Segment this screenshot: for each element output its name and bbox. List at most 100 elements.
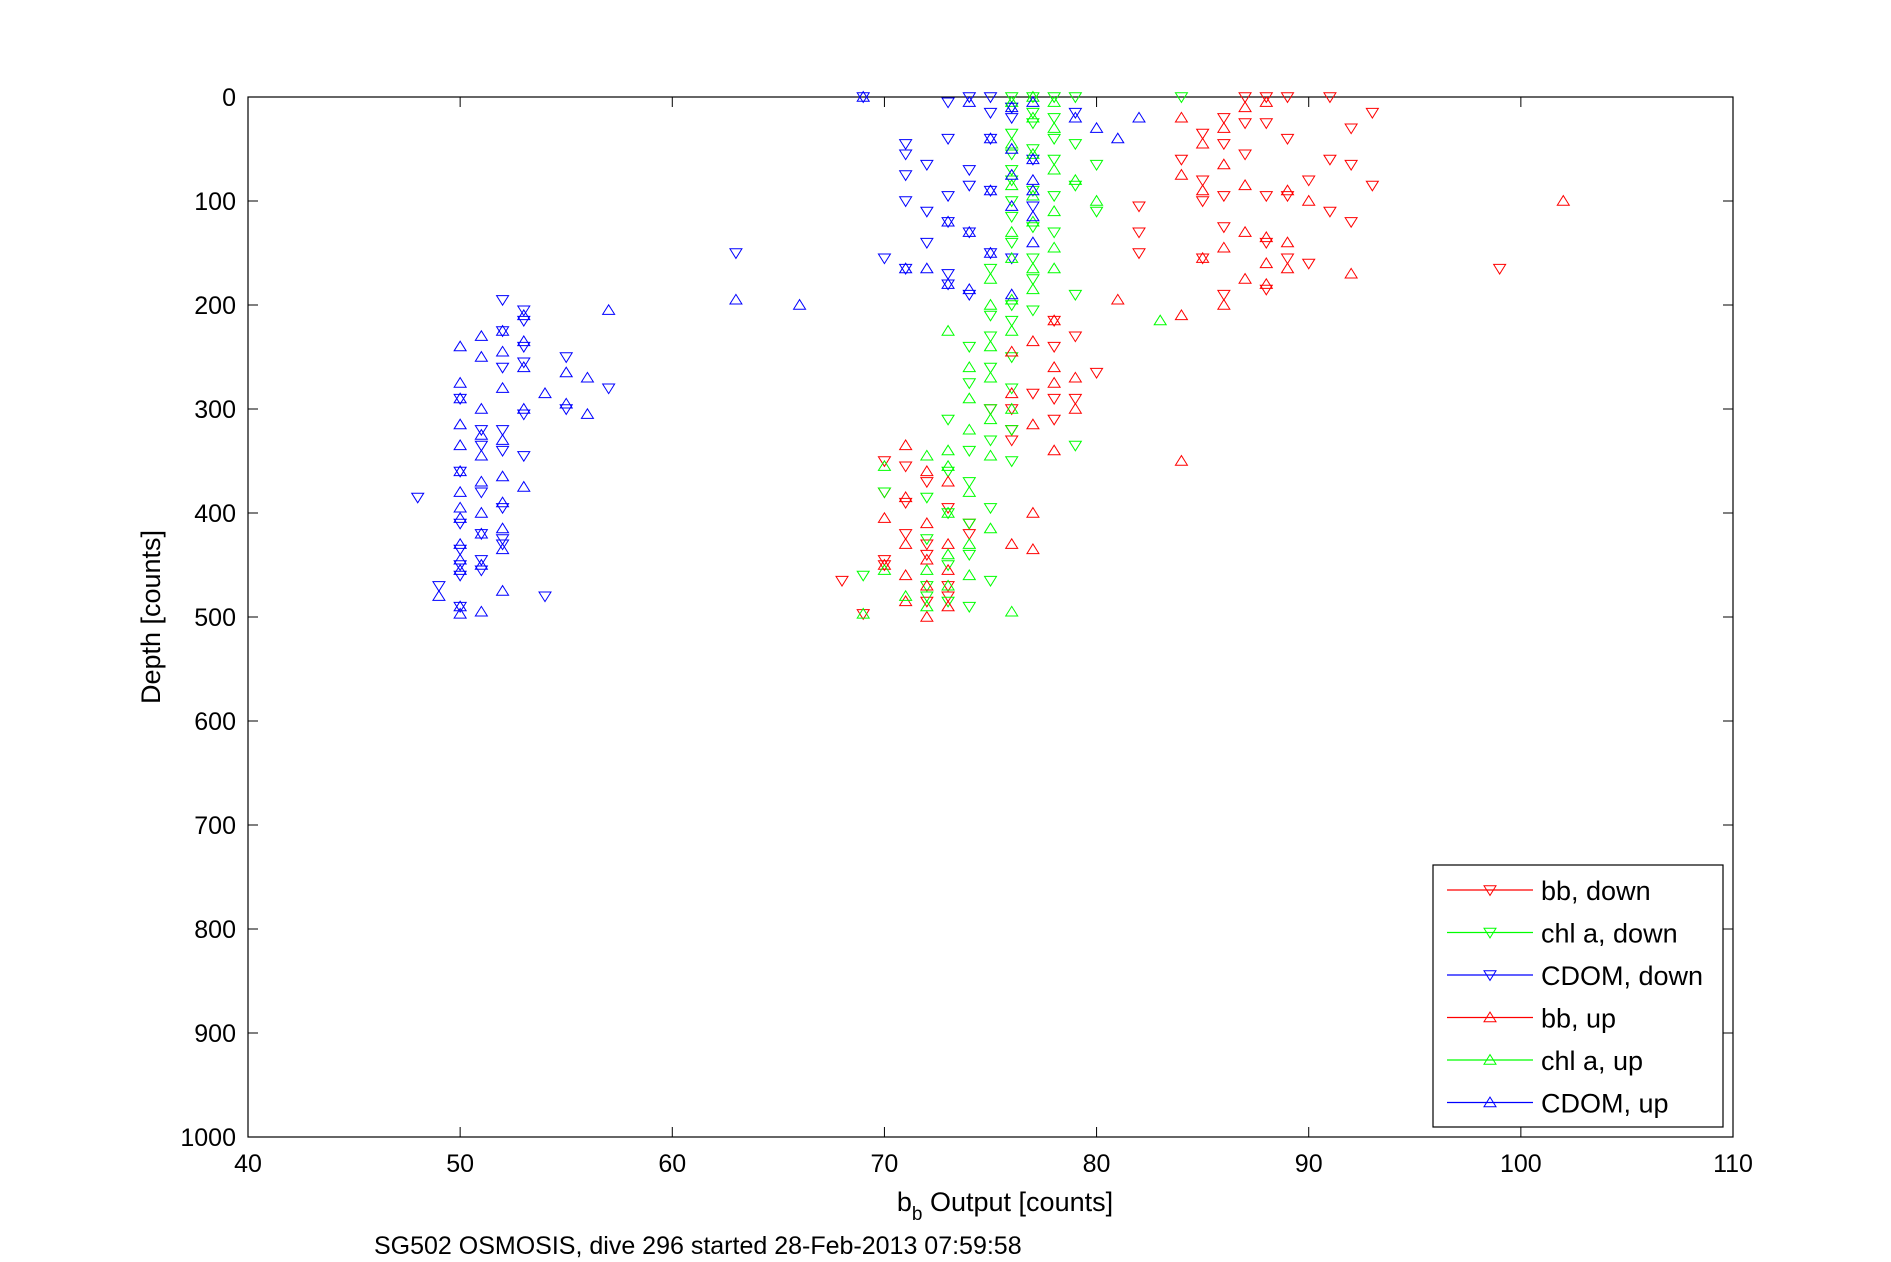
x-axis-label-main: b bbox=[897, 1187, 912, 1217]
data-point bbox=[1153, 314, 1168, 326]
data-point bbox=[877, 456, 892, 468]
data-point bbox=[1026, 253, 1040, 265]
data-point bbox=[1004, 113, 1019, 125]
x-tick-label: 40 bbox=[234, 1150, 262, 1178]
data-point bbox=[1280, 253, 1295, 265]
data-point bbox=[1047, 361, 1062, 373]
data-point bbox=[962, 569, 977, 581]
data-point bbox=[1047, 205, 1062, 217]
data-point bbox=[474, 527, 489, 539]
data-point bbox=[919, 237, 934, 249]
data-point bbox=[962, 485, 977, 497]
data-point bbox=[877, 511, 892, 523]
x-tick-label: 110 bbox=[1713, 1150, 1753, 1178]
y-tick-label: 500 bbox=[194, 604, 236, 632]
data-point bbox=[1238, 225, 1252, 237]
data-point bbox=[1344, 217, 1359, 229]
data-point bbox=[1026, 111, 1040, 123]
data-point bbox=[1004, 345, 1019, 357]
data-point bbox=[962, 289, 977, 301]
data-point bbox=[1110, 132, 1125, 144]
data-point bbox=[1195, 196, 1210, 208]
data-point bbox=[1047, 92, 1062, 104]
data-point bbox=[1004, 137, 1019, 149]
data-point bbox=[559, 352, 574, 364]
legend-marker bbox=[1483, 1011, 1497, 1023]
data-point bbox=[1004, 324, 1019, 336]
data-point bbox=[1026, 144, 1040, 156]
data-point bbox=[1174, 309, 1189, 321]
data-point bbox=[1280, 236, 1295, 248]
data-point bbox=[877, 560, 892, 572]
data-point bbox=[1004, 128, 1019, 140]
data-point bbox=[1047, 154, 1062, 166]
data-point bbox=[1004, 211, 1019, 223]
data-point bbox=[1004, 300, 1019, 312]
data-point bbox=[1344, 123, 1359, 135]
data-point bbox=[1195, 253, 1210, 265]
data-point bbox=[983, 298, 998, 310]
data-point bbox=[516, 402, 531, 414]
data-point bbox=[1259, 231, 1274, 243]
x-tick-label: 90 bbox=[1295, 1150, 1323, 1178]
data-point bbox=[601, 383, 616, 395]
data-point bbox=[898, 439, 913, 451]
data-point bbox=[919, 517, 934, 529]
data-point bbox=[856, 92, 871, 104]
data-point bbox=[1026, 201, 1040, 213]
data-point bbox=[495, 381, 510, 393]
legend-label: bb, down bbox=[1541, 876, 1651, 906]
data-point bbox=[453, 537, 468, 549]
data-point bbox=[1026, 283, 1040, 295]
data-point bbox=[941, 459, 955, 471]
data-point bbox=[453, 601, 468, 613]
data-point bbox=[1068, 92, 1083, 104]
data-point bbox=[898, 497, 913, 509]
data-point bbox=[983, 185, 998, 197]
x-axis-label: bb Output [counts] bbox=[897, 1187, 1113, 1225]
data-point bbox=[453, 439, 468, 451]
data-point bbox=[1068, 107, 1083, 119]
data-point bbox=[1026, 107, 1040, 119]
data-point bbox=[495, 295, 510, 307]
data-point bbox=[1004, 179, 1019, 191]
data-point bbox=[983, 133, 998, 145]
data-point bbox=[919, 492, 934, 504]
data-point bbox=[983, 340, 998, 352]
data-point bbox=[474, 558, 489, 570]
data-point bbox=[941, 215, 955, 227]
data-point bbox=[983, 246, 998, 258]
y-tick-label: 700 bbox=[194, 812, 236, 840]
x-axis-label-subscript: b bbox=[912, 1204, 923, 1225]
data-point bbox=[516, 361, 531, 373]
data-point bbox=[1089, 206, 1104, 218]
data-point bbox=[983, 362, 998, 374]
data-point bbox=[1004, 101, 1019, 113]
data-point bbox=[1004, 175, 1019, 187]
data-point bbox=[941, 191, 955, 203]
data-point bbox=[1174, 92, 1189, 104]
data-point bbox=[1047, 341, 1062, 353]
y-tick-label: 900 bbox=[194, 1020, 236, 1048]
data-point bbox=[856, 90, 871, 102]
data-point bbox=[453, 607, 468, 619]
data-point bbox=[1280, 92, 1295, 104]
legend-label: chl a, down bbox=[1541, 919, 1678, 949]
data-point bbox=[474, 329, 489, 341]
data-point bbox=[962, 225, 977, 237]
data-point bbox=[1004, 404, 1019, 416]
data-point bbox=[983, 371, 998, 383]
data-point bbox=[559, 404, 574, 416]
data-point bbox=[1132, 227, 1146, 239]
data-point bbox=[941, 506, 955, 518]
data-point bbox=[516, 335, 531, 347]
data-point bbox=[983, 248, 998, 260]
data-point bbox=[1344, 159, 1359, 171]
legend-marker bbox=[1483, 970, 1497, 982]
data-point bbox=[962, 361, 977, 373]
data-point bbox=[1026, 147, 1040, 159]
data-point bbox=[983, 404, 998, 416]
data-point bbox=[983, 272, 998, 284]
data-point bbox=[495, 522, 510, 534]
data-point bbox=[962, 537, 977, 549]
